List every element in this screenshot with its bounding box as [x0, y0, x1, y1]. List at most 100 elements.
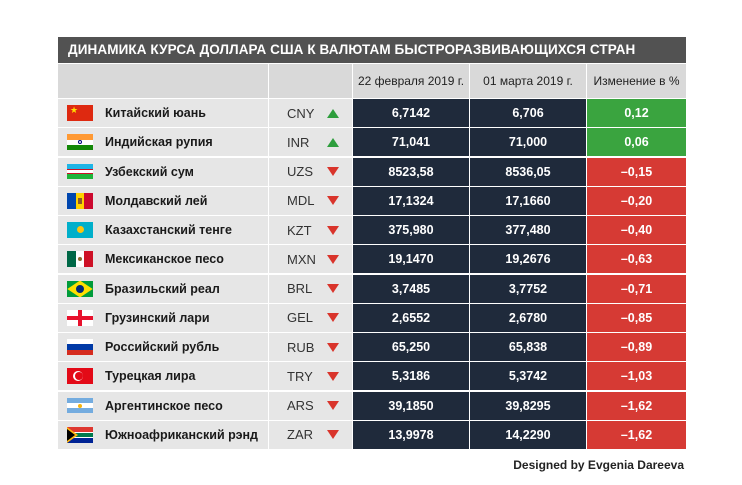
arrow-down-icon: [327, 254, 339, 264]
rate-date-2: 3,7752: [469, 274, 586, 303]
currency-name-cell: Мексиканское песо: [58, 245, 268, 274]
currency-name-cell: Узбекский сум: [58, 157, 268, 186]
china-flag-icon: ★: [67, 105, 93, 121]
brazil-flag-icon: [67, 280, 93, 297]
rate-date-2: 39,8295: [469, 391, 586, 420]
uzbekistan-flag-icon: [67, 163, 93, 180]
table-header: 22 февраля 2019 г. 01 марта 2019 г. Изме…: [58, 64, 686, 98]
arrow-down-icon: [327, 284, 339, 293]
currency-name: Казахстанский тенге: [105, 223, 232, 237]
table-row: ★ Китайский юань CNY 6,7142 6,706 0,12: [58, 99, 686, 127]
currency-name: Турецкая лира: [105, 369, 196, 384]
currency-name: Китайский юань: [105, 106, 206, 120]
arrow-down-icon: [327, 401, 339, 410]
rate-date-1: 375,980: [352, 216, 469, 244]
currency-code-cell: ZAR: [268, 420, 352, 449]
currency-code: TRY: [287, 368, 313, 384]
rate-date-1: 71,041: [352, 128, 469, 157]
currency-code: ZAR: [287, 427, 313, 443]
currency-name-cell: Казахстанский тенге: [58, 216, 268, 244]
currency-name-cell: Индийская рупия: [58, 128, 268, 157]
currency-code-cell: GEL: [268, 303, 352, 332]
currency-name-cell: Аргентинское песо: [58, 391, 268, 420]
georgia-flag-icon: [67, 309, 93, 326]
arrow-down-icon: [327, 342, 339, 352]
currency-name-cell: ★ Китайский юань: [58, 99, 268, 127]
header-date-1: 22 февраля 2019 г.: [352, 64, 469, 98]
change-percent: –0,63: [586, 245, 686, 274]
rate-date-1: 5,3186: [352, 362, 469, 391]
russia-flag-icon: [67, 339, 93, 355]
currency-code-cell: INR: [268, 128, 352, 157]
table-row: Южноафриканский рэнд ZAR 13,9978 14,2290 –1,…: [58, 420, 686, 449]
currency-name: Российский рубль: [105, 340, 220, 354]
header-name: [58, 64, 268, 98]
currency-code-cell: RUB: [268, 333, 352, 361]
table-row: Молдавский лей MDL 17,1324 17,1660 –0,20: [58, 186, 686, 215]
arrow-down-icon: [327, 371, 339, 381]
change-percent: –0,15: [586, 157, 686, 186]
currency-name-cell: Бразильский реал: [58, 274, 268, 303]
currency-name-cell: Южноафриканский рэнд: [58, 420, 268, 449]
arrow-up-icon: [327, 137, 339, 147]
turkey-flag-icon: [67, 368, 93, 385]
rate-date-1: 17,1324: [352, 186, 469, 215]
table-row: Грузинский лари GEL 2,6552 2,6780 –0,85: [58, 303, 686, 332]
currency-code-cell: KZT: [268, 216, 352, 244]
currency-name: Узбекский сум: [105, 164, 194, 179]
rate-date-2: 2,6780: [469, 303, 586, 332]
currency-code: ARS: [287, 398, 314, 413]
table-row: Аргентинское песо ARS 39,1850 39,8295 –1,62: [58, 391, 686, 420]
currency-code: KZT: [287, 222, 312, 238]
currency-code-cell: MXN: [268, 245, 352, 274]
currency-code: UZS: [287, 164, 313, 179]
currency-code-cell: MDL: [268, 186, 352, 215]
currency-name: Бразильский реал: [105, 281, 220, 296]
currency-name-cell: Молдавский лей: [58, 186, 268, 215]
rate-date-1: 65,250: [352, 333, 469, 361]
arrow-down-icon: [327, 167, 339, 176]
change-percent: –0,85: [586, 303, 686, 332]
arrow-down-icon: [327, 196, 339, 206]
south-africa-flag-icon: [67, 426, 93, 443]
rate-date-1: 19,1470: [352, 245, 469, 274]
rate-date-2: 8536,05: [469, 157, 586, 186]
header-code: [268, 64, 352, 98]
currency-code: INR: [287, 134, 310, 150]
table-row: Бразильский реал BRL 3,7485 3,7752 –0,71: [58, 274, 686, 303]
currency-code: BRL: [287, 281, 313, 296]
moldova-flag-icon: [67, 192, 93, 209]
change-percent: –1,03: [586, 362, 686, 391]
change-percent: –1,62: [586, 391, 686, 420]
argentina-flag-icon: [67, 397, 93, 414]
table-title: ДИНАМИКА КУРСА ДОЛЛАРА США К ВАЛЮТАМ БЫС…: [58, 37, 686, 63]
currency-code-cell: TRY: [268, 362, 352, 391]
mexico-flag-icon: [67, 251, 93, 268]
currency-name: Индийская рупия: [105, 135, 213, 150]
rate-date-1: 13,9978: [352, 420, 469, 449]
change-percent: 0,06: [586, 128, 686, 157]
currency-code-cell: ARS: [268, 391, 352, 420]
change-percent: –0,89: [586, 333, 686, 361]
rate-date-1: 3,7485: [352, 274, 469, 303]
arrow-down-icon: [327, 430, 339, 440]
change-percent: 0,12: [586, 99, 686, 127]
arrow-up-icon: [327, 108, 339, 118]
rate-date-2: 6,706: [469, 99, 586, 127]
currency-name-cell: Российский рубль: [58, 333, 268, 361]
currency-code-cell: CNY: [268, 99, 352, 127]
rate-date-2: 17,1660: [469, 186, 586, 215]
rate-date-2: 19,2676: [469, 245, 586, 274]
rate-date-2: 14,2290: [469, 420, 586, 449]
arrow-down-icon: [327, 225, 339, 235]
rate-date-2: 5,3742: [469, 362, 586, 391]
table-row: Индийская рупия INR 71,041 71,000 0,06: [58, 128, 686, 157]
change-percent: –0,40: [586, 216, 686, 244]
currency-name: Южноафриканский рэнд: [105, 427, 258, 442]
rate-date-2: 65,838: [469, 333, 586, 361]
table-row: Российский рубль RUB 65,250 65,838 –0,89: [58, 333, 686, 361]
rate-date-1: 2,6552: [352, 303, 469, 332]
currency-name: Мексиканское песо: [105, 252, 224, 267]
header-change: Изменение в %: [586, 64, 686, 98]
india-flag-icon: [67, 134, 93, 151]
